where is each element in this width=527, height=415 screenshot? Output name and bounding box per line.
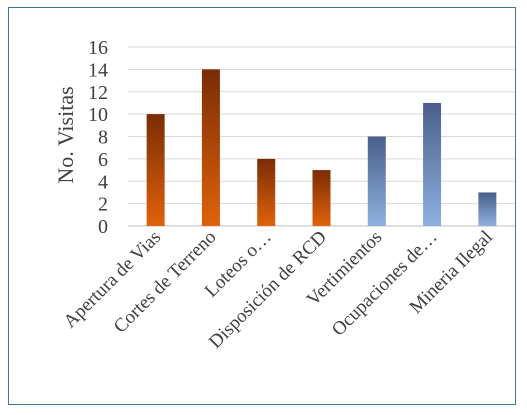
bar bbox=[201, 69, 220, 226]
y-tick-label: 10 bbox=[88, 104, 108, 126]
y-tick-label: 6 bbox=[98, 149, 108, 171]
bar bbox=[478, 192, 497, 226]
y-tick-label: 16 bbox=[88, 37, 108, 59]
bar bbox=[312, 170, 331, 226]
y-tick-label: 0 bbox=[98, 216, 108, 238]
y-tick-label: 4 bbox=[98, 171, 108, 193]
y-tick-label: 2 bbox=[98, 194, 108, 216]
bar bbox=[423, 102, 442, 226]
y-tick-label: 14 bbox=[88, 59, 108, 81]
y-tick-label: 12 bbox=[88, 82, 108, 104]
category-label: Apertura de Vias bbox=[60, 227, 166, 333]
bars bbox=[146, 69, 497, 226]
y-axis-label: No. Visitas bbox=[53, 86, 78, 183]
y-tick-label: 8 bbox=[98, 127, 108, 149]
bar bbox=[257, 158, 276, 226]
category-label: Cortes de Terreno bbox=[110, 227, 221, 338]
bar bbox=[367, 136, 386, 226]
gridlines bbox=[128, 46, 515, 227]
bar bbox=[146, 114, 165, 226]
